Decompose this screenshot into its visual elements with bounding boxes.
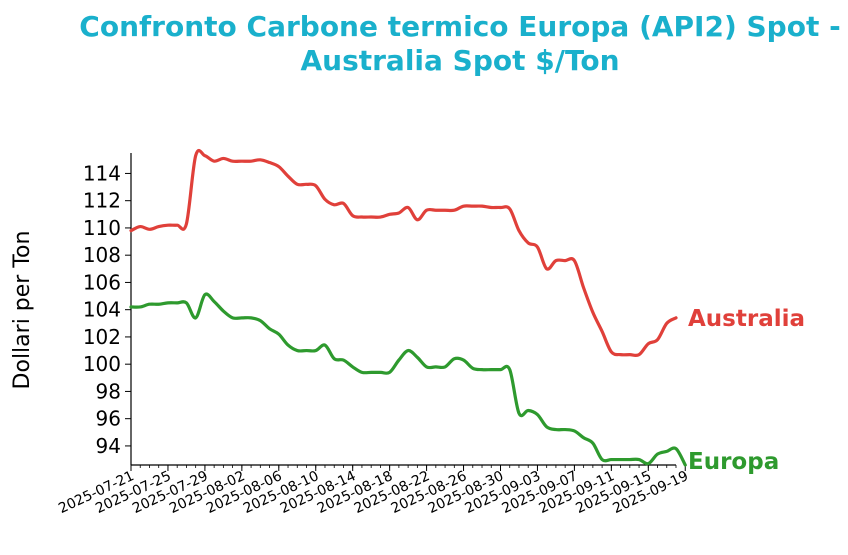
y-tick-label: 102 xyxy=(83,325,121,349)
y-tick-label: 98 xyxy=(96,379,121,403)
y-tick-label: 94 xyxy=(96,434,121,458)
series-layer: Australia Europa xyxy=(129,148,805,475)
series-label-australia: Australia xyxy=(688,306,805,332)
y-tick-label: 110 xyxy=(83,216,121,240)
y-tick-label: 108 xyxy=(83,243,121,267)
y-tick-label: 114 xyxy=(83,161,121,185)
series-label-europa: Europa xyxy=(688,449,779,475)
chart-title: Confronto Carbone termico Europa (API2) … xyxy=(60,10,848,78)
chart-title-line-1: Confronto Carbone termico Europa (API2) … xyxy=(79,10,841,43)
y-tick-label: 104 xyxy=(83,298,121,322)
series-line-europa xyxy=(129,292,687,467)
series-line-australia xyxy=(129,148,678,358)
y-axis-label: Dollari per Ton xyxy=(10,231,35,390)
chart-axes: 9496981001021041061081101121142025-07-21… xyxy=(56,153,691,517)
y-tick-label: 112 xyxy=(83,189,121,213)
y-tick-label: 100 xyxy=(83,352,121,376)
chart-title-line-2: Australia Spot $/Ton xyxy=(300,44,620,77)
y-tick-label: 96 xyxy=(96,407,121,431)
y-tick-label: 106 xyxy=(83,270,121,294)
